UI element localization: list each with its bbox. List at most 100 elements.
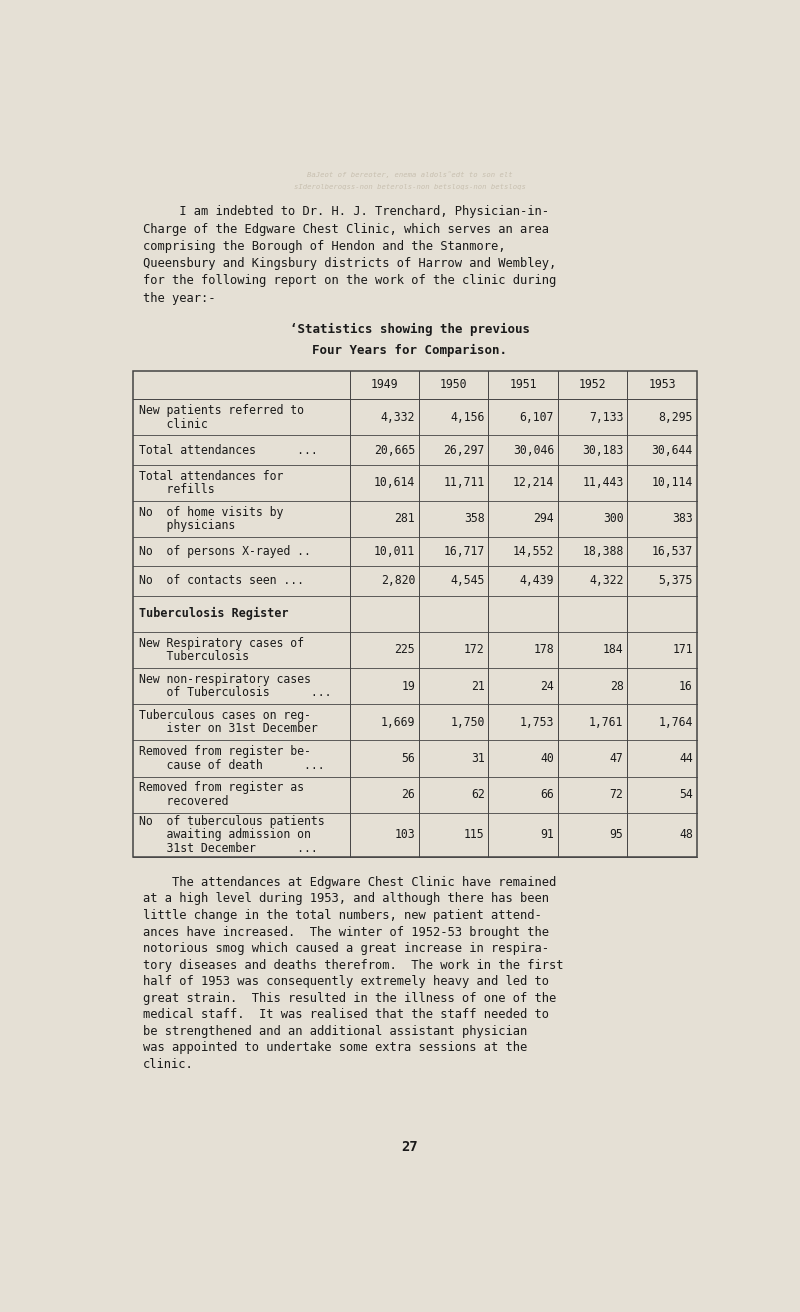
Text: 1951: 1951 xyxy=(510,378,537,391)
Text: No  of contacts seen ...: No of contacts seen ... xyxy=(138,575,304,588)
Text: 20,665: 20,665 xyxy=(374,443,415,457)
Text: 10,011: 10,011 xyxy=(374,546,415,558)
Text: 26,297: 26,297 xyxy=(443,443,485,457)
Text: awaiting admission on: awaiting admission on xyxy=(138,828,310,841)
Text: Tuberculosis: Tuberculosis xyxy=(138,649,249,663)
Text: 12,214: 12,214 xyxy=(513,476,554,489)
Text: 62: 62 xyxy=(471,789,485,802)
Text: 171: 171 xyxy=(672,643,693,656)
Text: 1952: 1952 xyxy=(579,378,606,391)
Text: The attendances at Edgware Chest Clinic have remained: The attendances at Edgware Chest Clinic … xyxy=(142,876,556,888)
Text: Tuberculous cases on reg-: Tuberculous cases on reg- xyxy=(138,708,310,722)
Text: ances have increased.  The winter of 1952-53 brought the: ances have increased. The winter of 1952… xyxy=(142,925,549,938)
Text: medical staff.  It was realised that the staff needed to: medical staff. It was realised that the … xyxy=(142,1009,549,1021)
Bar xyxy=(133,371,697,857)
Text: 44: 44 xyxy=(679,752,693,765)
Text: 28: 28 xyxy=(610,680,623,693)
Text: 7,133: 7,133 xyxy=(589,411,623,424)
Text: cause of death      ...: cause of death ... xyxy=(138,758,324,771)
Text: ‘Statistics showing the previous: ‘Statistics showing the previous xyxy=(290,323,530,336)
Text: 1,764: 1,764 xyxy=(658,716,693,728)
Text: at a high level during 1953, and although there has been: at a high level during 1953, and althoug… xyxy=(142,892,549,905)
Text: 115: 115 xyxy=(464,828,485,841)
Text: clinic.: clinic. xyxy=(142,1057,194,1071)
Text: Four Years for Comparison.: Four Years for Comparison. xyxy=(313,344,507,357)
Text: Removed from register as: Removed from register as xyxy=(138,782,304,794)
Text: 8,295: 8,295 xyxy=(658,411,693,424)
Text: 30,183: 30,183 xyxy=(582,443,623,457)
Text: 14,552: 14,552 xyxy=(513,546,554,558)
Text: 10,614: 10,614 xyxy=(374,476,415,489)
Text: 4,439: 4,439 xyxy=(520,575,554,588)
Text: 1,761: 1,761 xyxy=(589,716,623,728)
Text: 172: 172 xyxy=(464,643,485,656)
Text: be strengthened and an additional assistant physician: be strengthened and an additional assist… xyxy=(142,1025,527,1038)
Text: notorious smog which caused a great increase in respira-: notorious smog which caused a great incr… xyxy=(142,942,549,955)
Text: No  of tuberculous patients: No of tuberculous patients xyxy=(138,815,324,828)
Text: Queensbury and Kingsbury districts of Harrow and Wembley,: Queensbury and Kingsbury districts of Ha… xyxy=(142,257,556,270)
Text: 103: 103 xyxy=(394,828,415,841)
Text: 95: 95 xyxy=(610,828,623,841)
Text: for the following report on the work of the clinic during: for the following report on the work of … xyxy=(142,274,556,287)
Text: Tuberculosis Register: Tuberculosis Register xyxy=(138,607,288,621)
Text: 91: 91 xyxy=(540,828,554,841)
Text: 2,820: 2,820 xyxy=(381,575,415,588)
Text: 1,753: 1,753 xyxy=(520,716,554,728)
Text: 300: 300 xyxy=(603,513,623,525)
Text: half of 1953 was consequently extremely heavy and led to: half of 1953 was consequently extremely … xyxy=(142,975,549,988)
Text: refills: refills xyxy=(138,483,214,496)
Text: 54: 54 xyxy=(679,789,693,802)
Text: Removed from register be-: Removed from register be- xyxy=(138,745,310,758)
Text: 40: 40 xyxy=(540,752,554,765)
Text: 1950: 1950 xyxy=(440,378,467,391)
Text: 24: 24 xyxy=(540,680,554,693)
Text: No  of persons X-rayed ..: No of persons X-rayed .. xyxy=(138,546,310,558)
Text: 16,537: 16,537 xyxy=(652,546,693,558)
Text: 383: 383 xyxy=(672,513,693,525)
Text: 294: 294 xyxy=(534,513,554,525)
Text: recovered: recovered xyxy=(138,795,228,808)
Text: 47: 47 xyxy=(610,752,623,765)
Text: 18,388: 18,388 xyxy=(582,546,623,558)
Text: of Tuberculosis      ...: of Tuberculosis ... xyxy=(138,686,331,699)
Text: BaJeot of bereoter, enema aldols˜edt to son elt: BaJeot of bereoter, enema aldols˜edt to … xyxy=(307,172,513,178)
Text: 30,644: 30,644 xyxy=(652,443,693,457)
Text: clinic: clinic xyxy=(138,417,207,430)
Text: Charge of the Edgware Chest Clinic, which serves an area: Charge of the Edgware Chest Clinic, whic… xyxy=(142,223,549,236)
Text: 31: 31 xyxy=(471,752,485,765)
Text: New patients referred to: New patients referred to xyxy=(138,404,304,417)
Text: New non-respiratory cases: New non-respiratory cases xyxy=(138,673,310,686)
Text: comprising the Borough of Hendon and the Stanmore,: comprising the Borough of Hendon and the… xyxy=(142,240,505,253)
Text: 26: 26 xyxy=(402,789,415,802)
Text: 5,375: 5,375 xyxy=(658,575,693,588)
Text: 30,046: 30,046 xyxy=(513,443,554,457)
Text: 358: 358 xyxy=(464,513,485,525)
Text: 48: 48 xyxy=(679,828,693,841)
Text: 1949: 1949 xyxy=(370,378,398,391)
Text: 19: 19 xyxy=(402,680,415,693)
Text: 4,332: 4,332 xyxy=(381,411,415,424)
Text: 16,717: 16,717 xyxy=(443,546,485,558)
Text: the year:-: the year:- xyxy=(142,291,215,304)
Text: New Respiratory cases of: New Respiratory cases of xyxy=(138,636,304,649)
Text: sIderolberoqss-non beterols-non betsloqs-non betsloqs: sIderolberoqss-non beterols-non betsloqs… xyxy=(294,185,526,190)
Text: 10,114: 10,114 xyxy=(652,476,693,489)
Text: 1,750: 1,750 xyxy=(450,716,485,728)
Text: 66: 66 xyxy=(540,789,554,802)
Text: tory diseases and deaths therefrom.  The work in the first: tory diseases and deaths therefrom. The … xyxy=(142,959,563,972)
Text: ister on 31st December: ister on 31st December xyxy=(138,723,318,736)
Text: I am indebted to Dr. H. J. Trenchard, Physician-in-: I am indebted to Dr. H. J. Trenchard, Ph… xyxy=(142,205,549,218)
Text: was appointed to undertake some extra sessions at the: was appointed to undertake some extra se… xyxy=(142,1042,527,1055)
Text: physicians: physicians xyxy=(138,520,235,533)
Text: 21: 21 xyxy=(471,680,485,693)
Text: No  of home visits by: No of home visits by xyxy=(138,505,283,518)
Text: 56: 56 xyxy=(402,752,415,765)
Text: 16: 16 xyxy=(679,680,693,693)
Text: 11,711: 11,711 xyxy=(443,476,485,489)
Text: 31st December      ...: 31st December ... xyxy=(138,841,318,854)
Text: little change in the total numbers, new patient attend-: little change in the total numbers, new … xyxy=(142,909,542,922)
Text: 178: 178 xyxy=(534,643,554,656)
Text: 4,322: 4,322 xyxy=(589,575,623,588)
Text: 72: 72 xyxy=(610,789,623,802)
Text: 4,545: 4,545 xyxy=(450,575,485,588)
